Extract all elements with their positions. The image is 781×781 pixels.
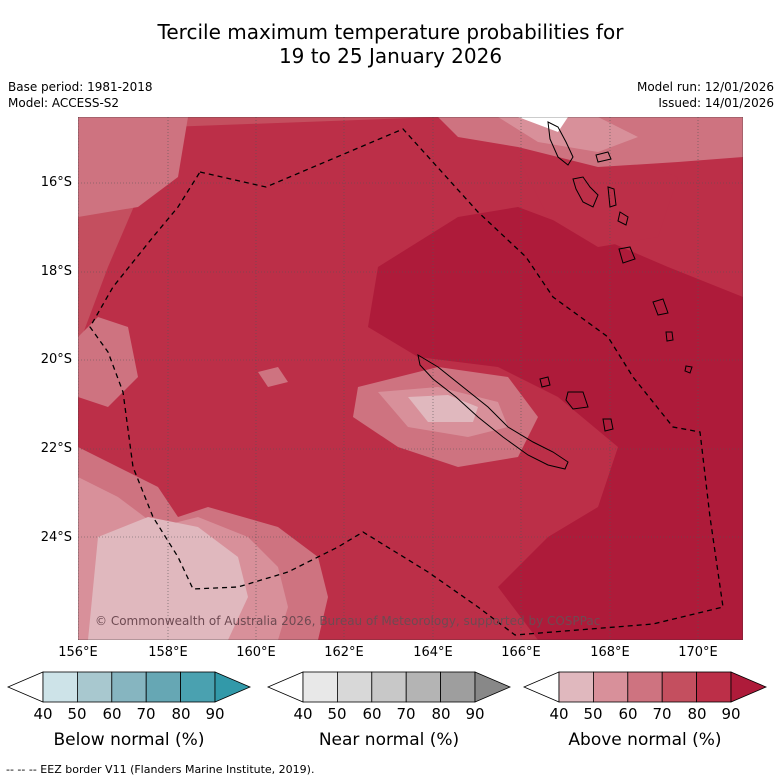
cb-near-tick-40: 40 bbox=[293, 705, 313, 723]
issued-text: Issued: 14/01/2026 bbox=[658, 96, 774, 110]
cb-below-tick-90: 90 bbox=[205, 705, 225, 723]
cb-below-tick-50: 50 bbox=[67, 705, 87, 723]
cb-below-tick-40: 40 bbox=[33, 705, 53, 723]
field-small-patch bbox=[258, 367, 288, 387]
cb-below-tick-80: 80 bbox=[171, 705, 191, 723]
island-outline bbox=[617, 211, 629, 226]
colorbar-below-normal bbox=[6, 671, 252, 703]
lat-label-22s: 22°S bbox=[40, 441, 72, 456]
colorbar-near-normal bbox=[266, 671, 512, 703]
island-outline bbox=[602, 418, 614, 432]
cb-below-tick-60: 60 bbox=[102, 705, 122, 723]
colorbar-segment bbox=[558, 671, 594, 703]
lon-label-164e: 164°E bbox=[413, 645, 453, 660]
colorbar-segment bbox=[180, 671, 216, 703]
new-caledonia-outline bbox=[417, 353, 569, 470]
colorbar-segment bbox=[42, 671, 78, 703]
island-outline bbox=[572, 176, 599, 208]
colorbar-segment bbox=[627, 671, 663, 703]
colorbar-segment bbox=[302, 671, 338, 703]
probability-map bbox=[78, 117, 743, 640]
cb-near-tick-60: 60 bbox=[362, 705, 382, 723]
model-text: Model: ACCESS-S2 bbox=[8, 96, 120, 110]
field-90-plus bbox=[368, 207, 743, 640]
lon-label-166e: 166°E bbox=[501, 645, 541, 660]
cb-below-tick-70: 70 bbox=[136, 705, 156, 723]
lon-label-162e: 162°E bbox=[324, 645, 364, 660]
eez-border bbox=[89, 128, 724, 636]
island-outline bbox=[684, 365, 693, 374]
lat-label-20s: 20°S bbox=[40, 352, 72, 367]
island-outline bbox=[665, 331, 674, 342]
colorbars bbox=[6, 671, 768, 703]
base-period-text: Base period: 1981-2018 bbox=[8, 80, 153, 94]
copyright-text: © Commonwealth of Australia 2026, Bureau… bbox=[95, 614, 601, 628]
field-50-60-north bbox=[498, 117, 638, 152]
colorbar-segment bbox=[405, 671, 442, 703]
colorbar-segment bbox=[661, 671, 698, 703]
lat-label-16s: 16°S bbox=[40, 175, 72, 190]
cb-near-tick-90: 90 bbox=[465, 705, 485, 723]
cb-near-tick-80: 80 bbox=[431, 705, 451, 723]
colorbar-segment bbox=[696, 671, 732, 703]
map-title-line2: 19 to 25 January 2026 bbox=[278, 44, 503, 68]
cb-near-tick-70: 70 bbox=[396, 705, 416, 723]
colorbar-above-normal bbox=[522, 671, 768, 703]
colorbar-segment bbox=[111, 671, 147, 703]
cb-above-tick-60: 60 bbox=[618, 705, 638, 723]
cb-above-tick-70: 70 bbox=[652, 705, 672, 723]
lon-label-170e: 170°E bbox=[678, 645, 718, 660]
island-outline bbox=[607, 186, 617, 208]
lon-label-158e: 158°E bbox=[148, 645, 188, 660]
colorbar-label-above: Above normal (%) bbox=[568, 730, 722, 750]
eez-footnote: -- -- -- EEZ border V11 (Flanders Marine… bbox=[6, 763, 315, 776]
island-outline bbox=[618, 246, 636, 264]
colorbar-extend-high bbox=[474, 671, 512, 703]
cb-above-tick-40: 40 bbox=[549, 705, 569, 723]
island-outline bbox=[539, 376, 551, 388]
colorbar-segment bbox=[440, 671, 476, 703]
colorbar-extend-high bbox=[730, 671, 768, 703]
field-below-40 bbox=[518, 117, 568, 132]
colorbar-label-near: Near normal (%) bbox=[318, 730, 460, 750]
cb-above-tick-80: 80 bbox=[687, 705, 707, 723]
cb-near-tick-50: 50 bbox=[327, 705, 347, 723]
colorbar-segment bbox=[145, 671, 181, 703]
lat-label-18s: 18°S bbox=[40, 264, 72, 279]
colorbar-segment bbox=[336, 671, 373, 703]
field-40-50-southwest bbox=[88, 517, 248, 640]
field-60-70-northwest bbox=[78, 117, 188, 217]
lon-label-168e: 168°E bbox=[590, 645, 630, 660]
colorbar-label-below: Below normal (%) bbox=[53, 730, 205, 750]
vanuatu-north-outline bbox=[547, 121, 574, 166]
colorbar-segment bbox=[593, 671, 629, 703]
lon-label-160e: 160°E bbox=[236, 645, 276, 660]
cb-above-tick-90: 90 bbox=[721, 705, 741, 723]
colorbar-segment bbox=[77, 671, 113, 703]
field-80-90-north bbox=[518, 147, 678, 247]
map-title-line1: Tercile maximum temperature probabilitie… bbox=[157, 20, 624, 44]
island-outline bbox=[595, 151, 612, 163]
island-outline bbox=[565, 391, 589, 410]
lat-label-24s: 24°S bbox=[40, 530, 72, 545]
colorbar-extend-low bbox=[266, 671, 304, 703]
field-60-70-west bbox=[78, 317, 138, 407]
colorbar-extend-high bbox=[214, 671, 252, 703]
colorbar-extend-low bbox=[6, 671, 44, 703]
island-outline bbox=[652, 298, 669, 316]
lon-label-156e: 156°E bbox=[58, 645, 98, 660]
model-run-text: Model run: 12/01/2026 bbox=[636, 80, 774, 94]
colorbar-extend-low bbox=[522, 671, 560, 703]
colorbar-segment bbox=[371, 671, 407, 703]
cb-above-tick-50: 50 bbox=[583, 705, 603, 723]
